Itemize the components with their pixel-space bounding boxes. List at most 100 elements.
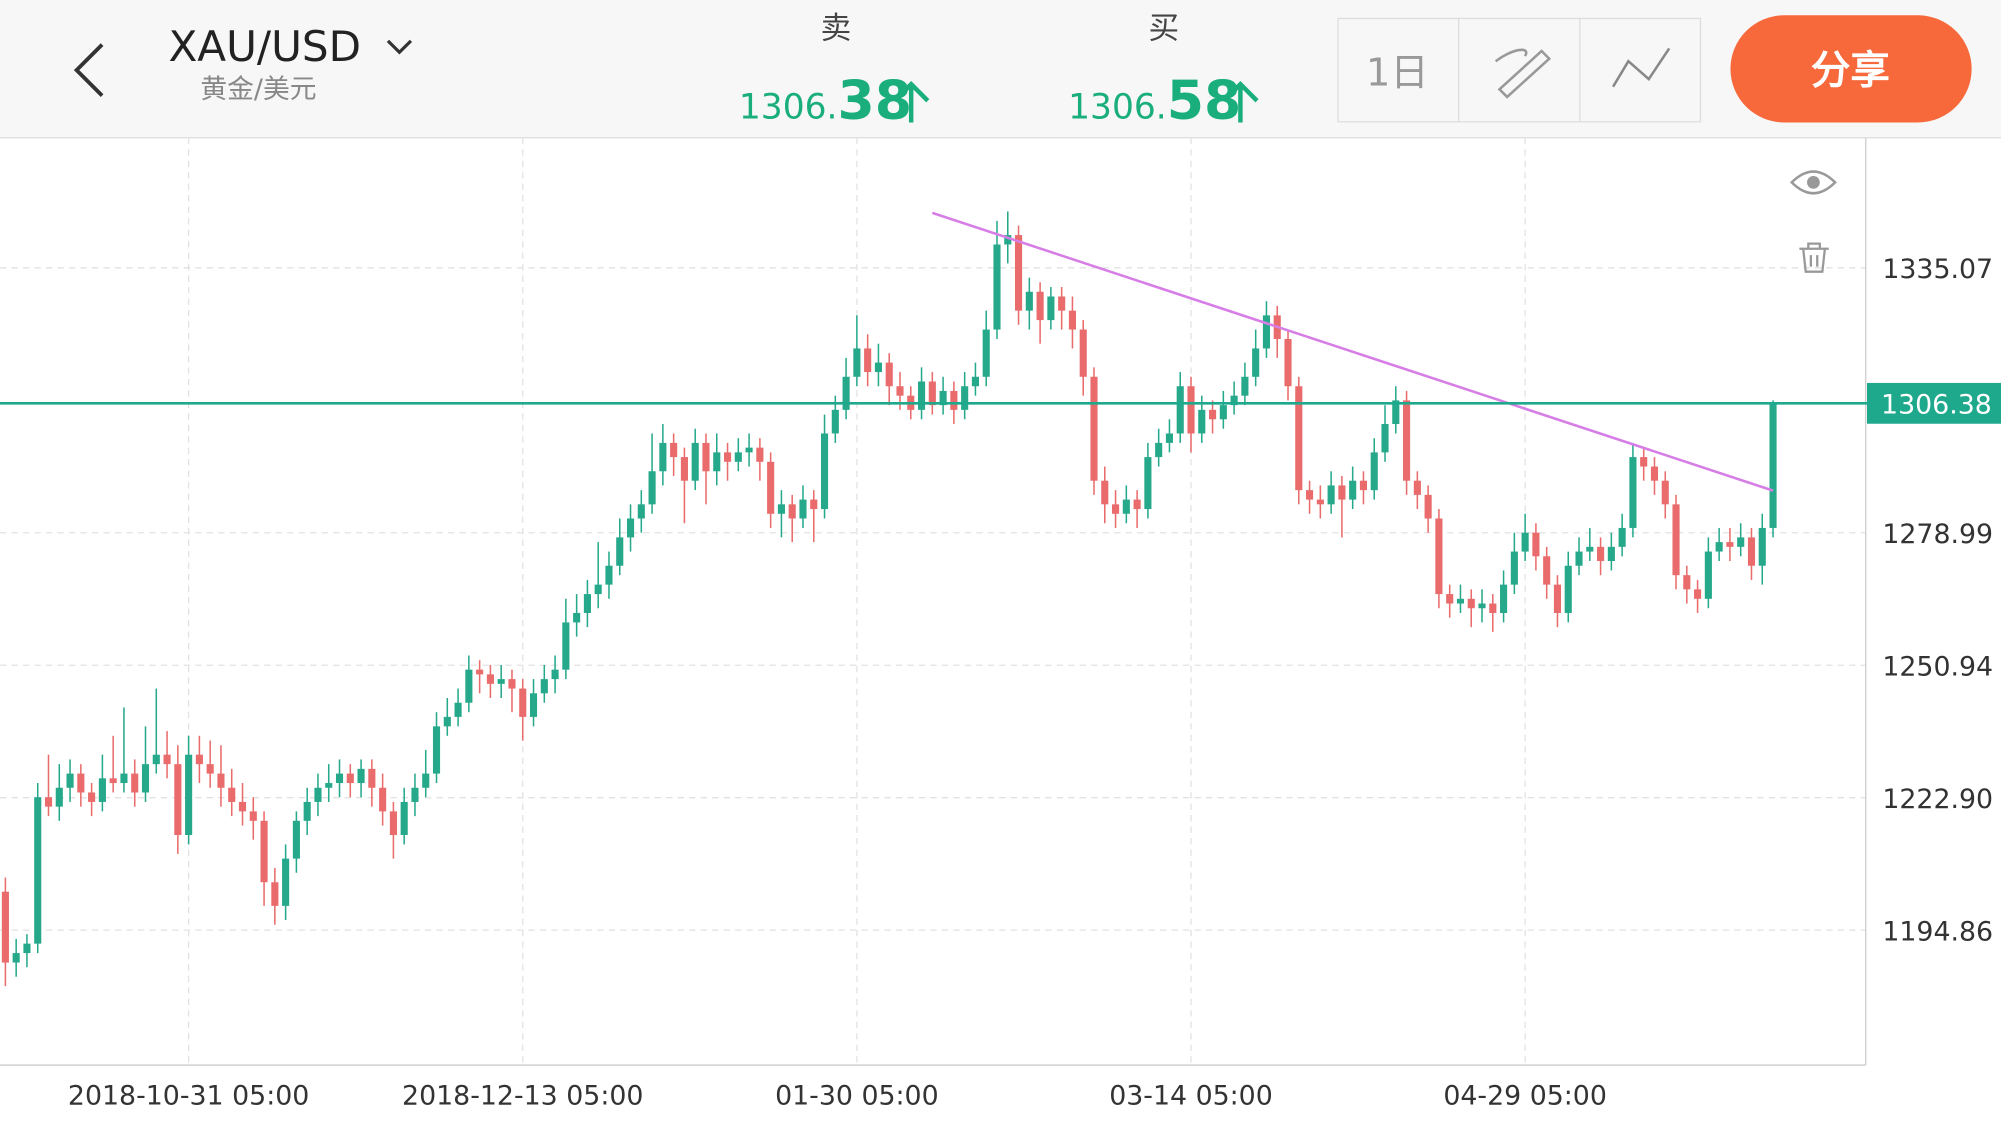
symbol[interactable]: XAU/USD (168, 22, 361, 71)
candle-body (120, 773, 128, 784)
candle-body (23, 943, 31, 954)
candle-body (594, 584, 602, 595)
candle-body (734, 452, 742, 462)
symbol-dropdown[interactable] (386, 39, 413, 55)
candle-body (98, 778, 106, 802)
candle-body (443, 716, 451, 727)
candle-body (1133, 499, 1141, 510)
candle-body (1392, 400, 1400, 425)
candle-body (1316, 499, 1324, 505)
eye-outline (1789, 170, 1837, 195)
candle-body (529, 693, 538, 717)
candle-body (1456, 598, 1465, 604)
x-tick-label: 2018-10-31 05:00 (68, 1081, 309, 1112)
candle-body (1553, 584, 1562, 613)
buy-label: 买 (1149, 11, 1180, 46)
candle-body (648, 471, 656, 505)
candle-body (271, 882, 279, 906)
candle-body (971, 376, 979, 387)
candle-body (928, 381, 936, 406)
candle-body (1004, 235, 1012, 245)
candle-body (1349, 480, 1357, 500)
candle-body (152, 754, 160, 765)
candle-body (185, 754, 193, 835)
candle-body (799, 499, 807, 519)
candle-body (400, 801, 408, 835)
candle-body (982, 329, 990, 377)
candle-body (702, 442, 710, 472)
candle-body (1478, 603, 1486, 609)
back-button[interactable] (73, 43, 104, 98)
candle-body (831, 409, 839, 434)
x-tick-label: 04-29 05:00 (1443, 1081, 1607, 1112)
candle-body (141, 764, 150, 793)
candle-body (993, 244, 1001, 330)
candle-body (1262, 315, 1271, 349)
eye-icon[interactable] (1789, 170, 1837, 195)
candle-body (1165, 433, 1174, 443)
candle-body (508, 679, 516, 689)
x-tick-label: 2018-12-13 05:00 (402, 1081, 643, 1112)
candle-body (249, 811, 257, 821)
candle-body (1014, 235, 1023, 311)
candle-body (917, 381, 926, 410)
candle-body (1359, 480, 1368, 491)
symbol-subtitle: 黄金/美元 (200, 74, 316, 105)
candle-body (1435, 518, 1443, 595)
buy-price[interactable]: 1306.58 (1068, 69, 1241, 132)
candle-body (939, 390, 947, 406)
candle-body (1111, 504, 1120, 514)
y-tick-label: 1194.86 (1882, 916, 1993, 947)
candle-body (34, 797, 42, 944)
sell-price[interactable]: 1306.38 (739, 69, 912, 132)
draw-tool-button[interactable] (1494, 48, 1552, 99)
period-button[interactable]: 1日 (1366, 50, 1429, 95)
indicator-button[interactable] (1611, 47, 1671, 88)
candle-body (1694, 589, 1702, 599)
candle-body (1338, 485, 1346, 500)
candle-body (1209, 409, 1217, 420)
candle-body (335, 773, 344, 784)
candle-body (1672, 504, 1680, 576)
delete-icon[interactable] (1799, 242, 1829, 273)
candle-body (77, 773, 85, 793)
share-button[interactable] (1730, 15, 1972, 123)
candle-body (1122, 499, 1130, 514)
candle-body (314, 787, 322, 802)
x-tick-label: 03-14 05:00 (1109, 1081, 1273, 1112)
candle-body (1036, 291, 1044, 321)
candle-body (551, 669, 559, 680)
candle-body (961, 386, 969, 410)
candle-body (1446, 594, 1454, 604)
candle-body (1607, 546, 1615, 562)
candle-body (864, 348, 872, 373)
candle-body (1683, 575, 1691, 590)
last-price-label: 1306.38 (1881, 390, 1992, 421)
plot-area (0, 137, 1866, 1066)
candle-body (411, 787, 419, 802)
candle-body (217, 773, 225, 788)
candle-body (1252, 348, 1260, 377)
candle-body (1230, 395, 1238, 406)
candle-body (55, 787, 63, 807)
candle-body (1769, 403, 1777, 528)
candle-body (562, 622, 570, 670)
candle-body (88, 792, 96, 802)
candle-body (1, 891, 9, 963)
candle-body (616, 537, 624, 566)
candle-body (44, 797, 53, 807)
candle-body (605, 565, 613, 585)
candle-body (476, 669, 484, 675)
candle-body (303, 801, 311, 821)
candle-body (1241, 376, 1249, 396)
candle-body (486, 674, 494, 684)
sell-dec: 38 (838, 69, 913, 132)
candle-body (432, 726, 441, 774)
candle-body (1597, 546, 1605, 562)
y-tick-label: 1250.94 (1882, 651, 1993, 682)
candle-body (573, 612, 581, 623)
candle-body (1467, 598, 1475, 609)
candle-body (896, 386, 904, 396)
